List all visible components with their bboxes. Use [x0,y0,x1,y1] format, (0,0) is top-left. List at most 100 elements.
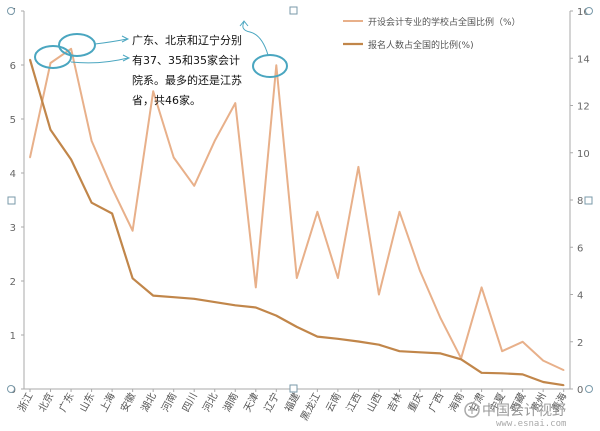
right-tick-label: 14 [577,54,590,65]
category-label: 上海 [97,390,118,414]
series-point-schools [234,102,237,104]
category-label: 重庆 [405,390,426,414]
watermark: 中国会计视野 www.esnai.com [464,402,566,429]
series-point-applicants [337,337,339,340]
series-point-applicants [90,201,93,204]
watermark-url: www.esnai.com [496,419,566,429]
series-point-schools [542,359,544,362]
category-label: 山西 [365,391,385,414]
axes [23,11,571,390]
series-point-schools [49,62,52,64]
watermark-text: 中国会计视野 [482,403,566,419]
series-point-schools [193,185,196,187]
callout-arrow-liaoning-head [239,20,249,27]
category-label: 湖南 [220,390,241,414]
right-tick-label: 10 [577,149,590,160]
category-label: 河北 [200,391,220,414]
callout-arrow-liaoning [242,21,269,56]
series-point-schools [131,229,134,232]
resize-handle-top-right[interactable] [585,7,593,15]
category-label: 湖北 [139,391,159,414]
callout-arrow-guangdong-head [121,35,130,43]
callout-arrow-guangdong [94,38,128,45]
callout-arrow-beijing-head [122,54,131,62]
series-point-schools [254,286,257,289]
resize-handle-left[interactable] [7,196,16,205]
series-point-schools [213,140,216,142]
series-point-applicants [480,372,483,374]
series-point-schools [501,350,503,353]
series-point-applicants [357,340,360,343]
series-point-schools [337,277,339,279]
category-label: 江西 [344,391,364,414]
series-point-applicants [460,358,462,361]
series-line-applicants [28,59,564,387]
resize-handle-bottom[interactable] [289,384,298,393]
right-tick-label: 6 [577,243,583,254]
resize-handle-bottom-right[interactable] [585,385,593,393]
highlight-circle-beijing [34,45,72,69]
series-point-schools [152,90,154,93]
series-point-schools [172,156,175,159]
annotation-callout: 广东、北京和辽宁分别 有37、35和35家会计 院系。最多的还是江苏 省，共46… [34,20,288,107]
series-point-applicants [49,129,52,131]
category-label: 云南 [323,390,344,414]
series-point-applicants [419,351,421,354]
series-point-schools [562,369,565,371]
highlight-circle-guangdong [58,33,96,57]
series-point-schools [296,277,298,279]
series-point-applicants [254,306,257,309]
left-tick-label: 2 [10,277,16,288]
series-point-applicants [193,298,196,300]
selection-handles [7,6,593,393]
series-point-applicants [111,212,113,215]
right-tick-label: 0 [577,385,583,396]
series-group [28,47,565,387]
series-point-schools [357,166,360,168]
annotation-line-4: 省，共46家。 [132,93,201,107]
right-tick-label: 16 [577,7,590,18]
category-label: 广西 [426,391,446,414]
resize-handle-top[interactable] [289,6,298,15]
series-point-applicants [316,335,319,338]
right-tick-label: 12 [577,102,590,113]
category-label: 吉林 [384,390,405,414]
series-point-applicants [70,158,72,161]
series-point-schools [316,211,319,213]
series-point-applicants [172,296,175,299]
series-point-applicants [275,314,278,317]
category-label: 福建 [282,390,303,414]
right-axis-ticks: 0 2 4 6 8 10 12 14 16 [570,7,590,396]
series-point-applicants [213,301,216,303]
resize-handle-top-left[interactable] [7,7,15,15]
series-point-applicants [542,381,544,383]
series-point-schools [90,140,93,142]
category-label: 辽宁 [261,390,282,414]
series-point-applicants [562,384,565,387]
category-label: 广东 [56,390,77,414]
annotation-line-2: 有37、35和35家会计 [132,53,240,67]
series-point-applicants [29,58,31,61]
legend: 开设会计专业的学校占全国比例（%） 报名人数占全国的比例(%) [343,16,521,51]
legend-label-schools: 开设会计专业的学校占全国比例（%） [368,16,521,28]
category-label: 海南 [446,390,467,414]
annotation-line-1: 广东、北京和辽宁分别 [132,33,242,47]
left-tick-label: 4 [10,169,16,180]
series-point-schools [275,64,278,67]
right-tick-label: 8 [577,196,583,207]
left-tick-label: 3 [10,223,16,234]
series-point-applicants [521,373,524,376]
resize-handle-right[interactable] [584,196,593,205]
left-tick-label: 5 [10,115,16,126]
series-point-schools [419,270,421,272]
series-point-schools [521,340,524,343]
series-point-schools [439,317,442,319]
series-point-applicants [152,294,154,297]
resize-handle-bottom-left[interactable] [7,385,15,393]
right-tick-label: 4 [577,291,583,302]
series-point-schools [480,286,483,289]
annotation-line-3: 院系。最多的还是江苏 [132,73,242,87]
category-label: 河南 [158,390,179,414]
series-point-applicants [439,352,442,355]
